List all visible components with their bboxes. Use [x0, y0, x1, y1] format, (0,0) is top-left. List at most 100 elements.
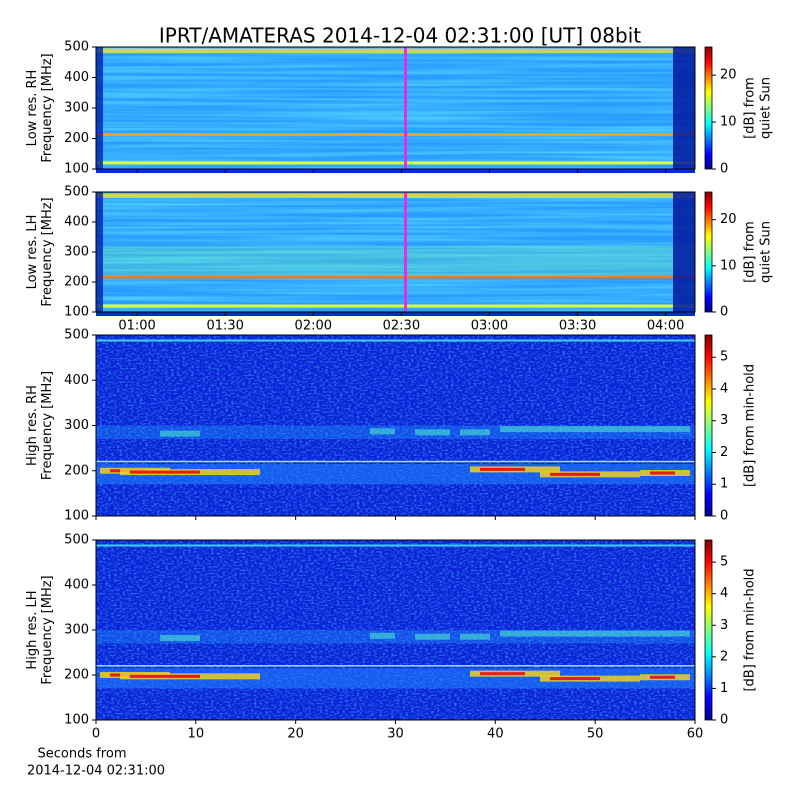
y-axis-label: Frequency [MHz] [40, 371, 55, 480]
y-tick-label: 500 [64, 185, 89, 200]
x-tick-label: 0 [92, 727, 100, 742]
colorbar-tick-label: 5 [720, 350, 728, 365]
y-tick-label: 200 [64, 463, 89, 478]
time-marker [404, 47, 407, 169]
colorbar-label: quiet Sun [759, 77, 774, 139]
colorbar-tick-label: 2 [720, 649, 728, 664]
x-tick-label: 02:30 [383, 319, 420, 334]
colorbar-tick-label: 2 [720, 445, 728, 460]
time-marker [404, 192, 407, 312]
figure-title: IPRT/AMATERAS 2014-12-04 02:31:00 [UT] 0… [159, 24, 641, 48]
colorbar-tick-label: 5 [720, 555, 728, 570]
y-tick-label: 100 [64, 713, 89, 728]
y-axis-label: Frequency [MHz] [40, 53, 55, 162]
y-tick-label: 100 [64, 162, 89, 177]
y-tick-label: 500 [64, 40, 89, 55]
colorbar [704, 191, 713, 313]
y-axis-label: High res. RH [25, 385, 40, 466]
spectrogram-band [96, 133, 695, 137]
spectrogram-blob [650, 675, 675, 679]
y-tick-label: 400 [64, 70, 89, 85]
spectrogram-blob [130, 470, 200, 474]
spectrogram-blob [160, 635, 200, 642]
y-axis-label: Frequency [MHz] [40, 575, 55, 684]
spectrogram-blob [480, 672, 525, 676]
colorbar-label: [dB] from min-hold [743, 364, 758, 487]
spectrogram-edge [673, 47, 695, 169]
colorbar [704, 46, 713, 170]
y-tick-label: 400 [64, 373, 89, 388]
colorbar-tick-label: 3 [720, 618, 728, 633]
x-tick-label: 01:00 [118, 319, 155, 334]
spectrogram-band [96, 193, 695, 198]
spectrogram-band [96, 161, 695, 165]
spectrogram-band [96, 304, 695, 308]
y-axis-label: High res. LH [25, 590, 40, 669]
x-axis-label: Seconds from [37, 747, 126, 762]
colorbar [704, 539, 713, 721]
colorbar-tick-label: 10 [720, 115, 737, 130]
spectrogram-band [96, 48, 695, 54]
colorbar-label: quiet Sun [759, 221, 774, 283]
colorbar-tick-label: 3 [720, 413, 728, 428]
x-tick-label: 04:00 [647, 319, 684, 334]
spectrogram-blob [160, 430, 200, 437]
spectrogram-edge [673, 192, 695, 312]
spectrogram-texture [96, 192, 695, 312]
spectrogram-blob [415, 429, 450, 436]
spectrogram-blob [650, 471, 675, 475]
spectrogram-band [96, 339, 695, 342]
colorbar-label: [dB] from [743, 77, 758, 139]
spectrogram-blob [415, 633, 450, 640]
spectrogram-blob [370, 632, 395, 639]
y-tick-label: 500 [64, 328, 89, 343]
x-tick-label: 20 [287, 727, 304, 742]
y-axis-label: Low res. LH [25, 215, 40, 290]
y-tick-label: 300 [64, 418, 89, 433]
spectrogram-texture [96, 540, 695, 720]
x-tick-label: 02:00 [295, 319, 332, 334]
colorbar-tick-label: 4 [720, 381, 728, 396]
colorbar-tick-label: 0 [720, 162, 728, 177]
y-tick-label: 300 [64, 245, 89, 260]
x-tick-label: 50 [587, 727, 604, 742]
y-tick-label: 100 [64, 509, 89, 524]
x-tick-label: 30 [387, 727, 404, 742]
spectrogram-texture [96, 47, 695, 169]
spectrogram-blob [500, 426, 690, 433]
spectrogram-band [96, 169, 695, 173]
spectrogram-edge [96, 192, 103, 312]
y-tick-label: 500 [64, 533, 89, 548]
spectrogram-blob [460, 429, 490, 436]
spectrogram-blob [550, 677, 600, 681]
colorbar-tick-label: 1 [720, 477, 728, 492]
y-tick-label: 100 [64, 305, 89, 320]
x-tick-label: 03:30 [559, 319, 596, 334]
spectrogram-edge [96, 47, 103, 169]
colorbar-tick-label: 0 [720, 713, 728, 728]
spectrogram-blob [370, 428, 395, 435]
x-tick-label: 40 [487, 727, 504, 742]
colorbar-tick-label: 20 [720, 68, 737, 83]
spectrogram-band [96, 246, 695, 278]
y-axis-label: Frequency [MHz] [40, 197, 55, 306]
spectrogram-blob [130, 674, 200, 678]
y-tick-label: 300 [64, 101, 89, 116]
spectrogram-band [96, 544, 695, 547]
spectrogram-blob [500, 630, 690, 637]
colorbar-tick-label: 0 [720, 509, 728, 524]
spectrogram-texture [96, 335, 695, 516]
colorbar-tick-label: 10 [720, 258, 737, 273]
y-tick-label: 200 [64, 131, 89, 146]
y-tick-label: 400 [64, 578, 89, 593]
spectrogram-blob [480, 467, 525, 471]
spectrogram-band [96, 275, 695, 279]
spectrogram-band [96, 665, 695, 667]
colorbar-label: [dB] from min-hold [743, 568, 758, 691]
x-tick-label: 10 [188, 727, 205, 742]
colorbar-tick-label: 1 [720, 681, 728, 696]
spectrogram-blob [550, 472, 600, 476]
spectrogram-band [96, 312, 695, 316]
y-axis-label: Low res. RH [25, 70, 40, 147]
